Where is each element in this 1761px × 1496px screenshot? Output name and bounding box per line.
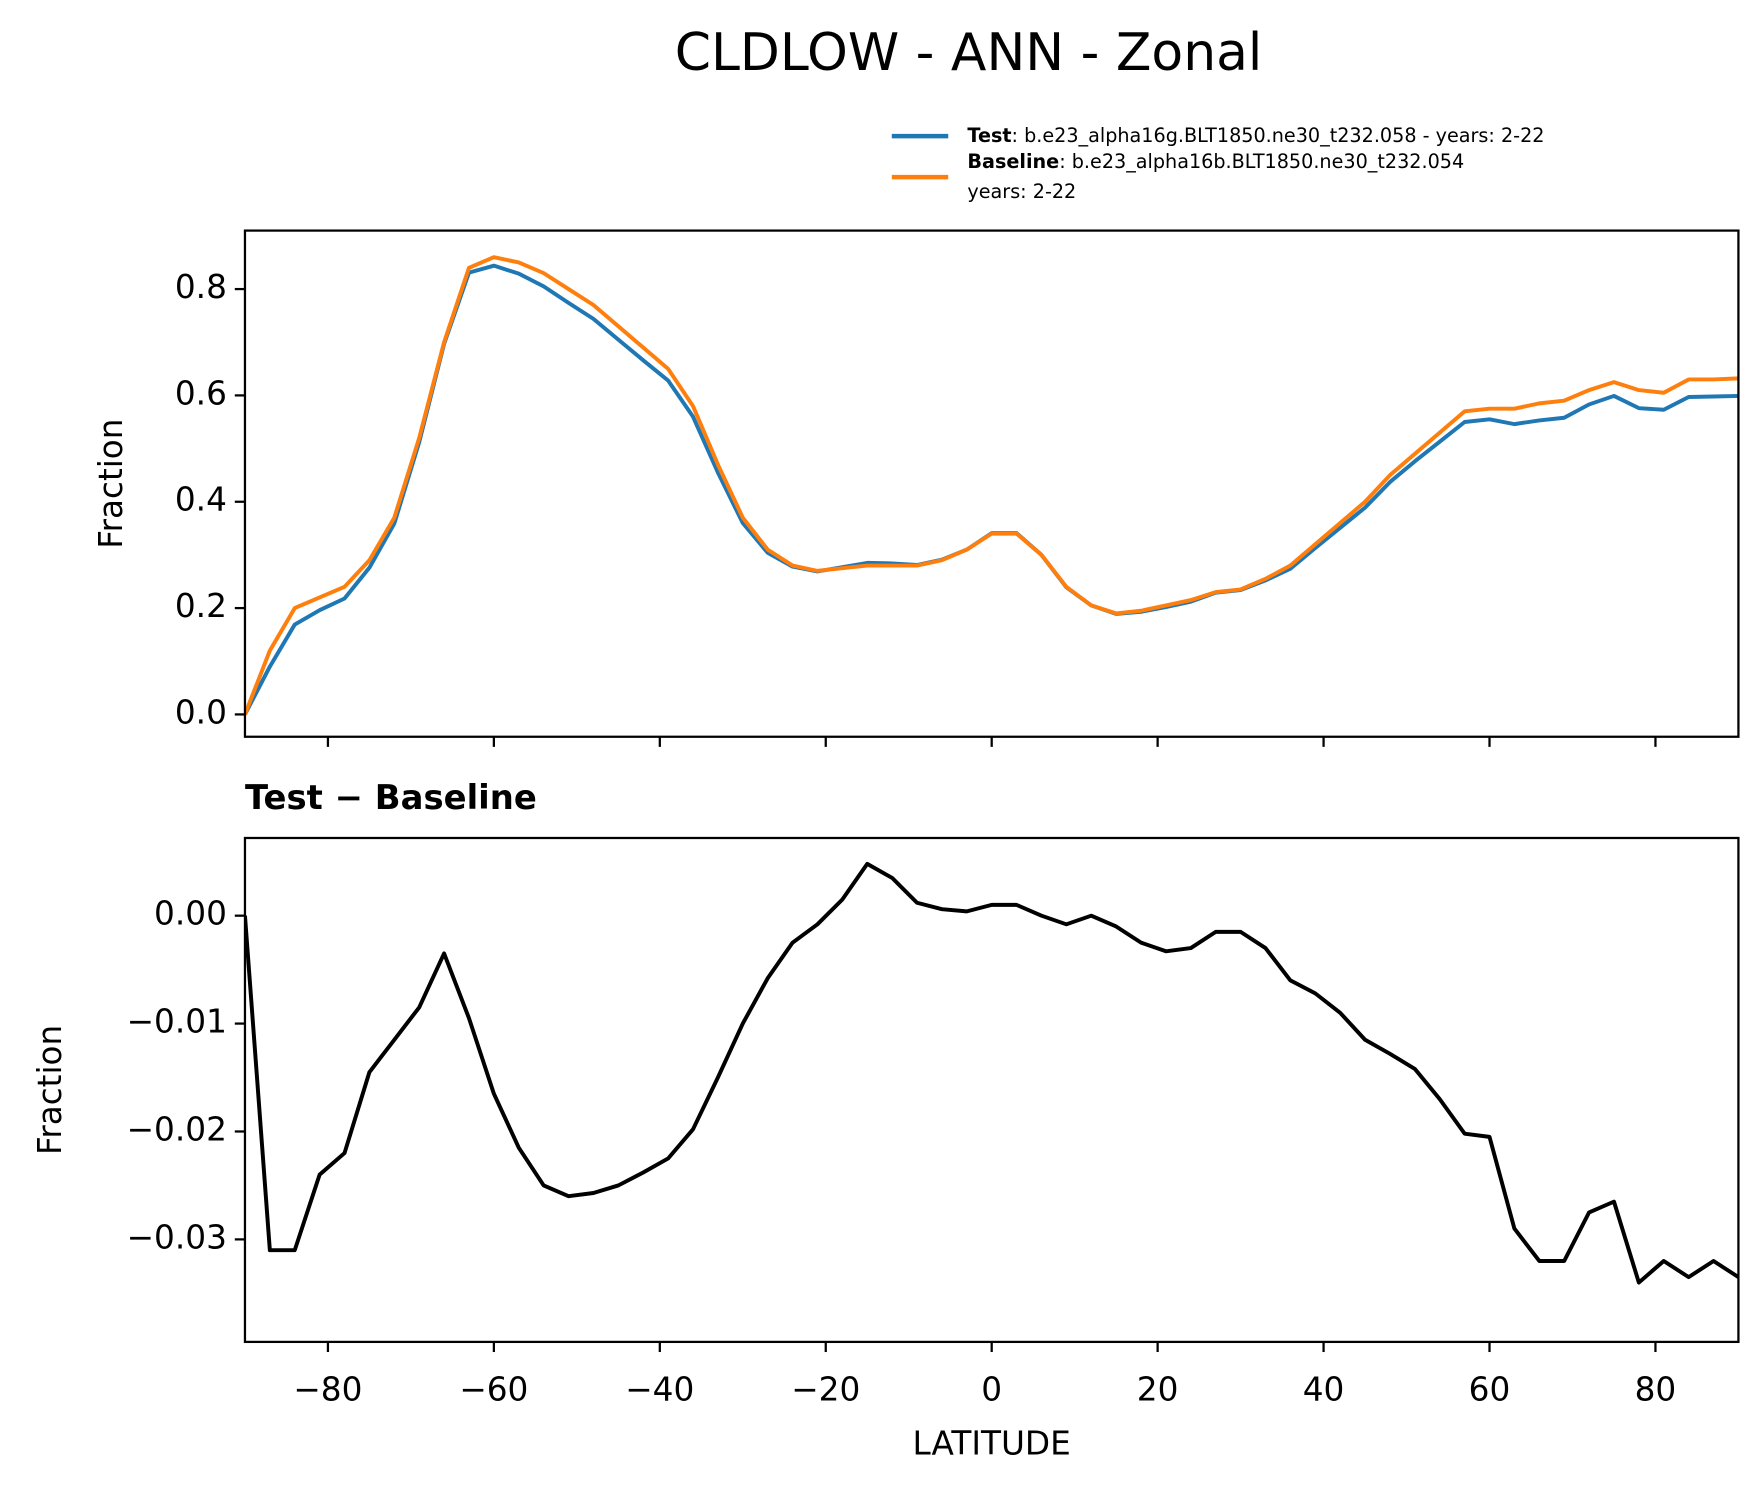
x-tick-label: 0 (981, 1370, 1002, 1408)
legend-label: years: 2-22 (967, 180, 1076, 203)
y-tick-label: 0.00 (154, 895, 227, 933)
y-tick-label: −0.03 (127, 1218, 227, 1256)
data-line (244, 255, 1739, 716)
x-tick-label: −20 (791, 1370, 860, 1408)
figure-title: CLDLOW - ANN - Zonal (675, 23, 1263, 83)
x-axis-label: LATITUDE (913, 1424, 1071, 1462)
x-tick-label: 80 (1635, 1370, 1677, 1408)
y-tick-label: 0.4 (175, 481, 227, 519)
x-tick-label: 40 (1303, 1370, 1345, 1408)
legend-label: Baseline: b.e23_alpha16b.BLT1850.ne30_t2… (967, 149, 1464, 172)
y-axis-label: Fraction (31, 1025, 69, 1155)
axes-title: Test − Baseline (245, 778, 537, 817)
x-tick-label: 60 (1469, 1370, 1511, 1408)
legend-text: : b.e23_alpha16b.BLT1850.ne30_t232.054 (1059, 149, 1464, 172)
y-tick-label: −0.01 (127, 1003, 227, 1041)
x-tick-label: 20 (1137, 1370, 1179, 1408)
data-line (244, 861, 1739, 1285)
legend-label: Test: b.e23_alpha16g.BLT1850.ne30_t232.0… (967, 124, 1544, 147)
y-tick-label: 0.2 (175, 587, 227, 625)
y-tick-label: 0.0 (175, 693, 227, 731)
y-tick-label: 0.8 (175, 268, 227, 306)
y-tick-label: 0.6 (175, 374, 227, 412)
x-tick-label: −40 (625, 1370, 694, 1408)
x-tick-label: −80 (293, 1370, 362, 1408)
legend-name: Test (967, 124, 1011, 147)
legend-text: : b.e23_alpha16g.BLT1850.ne30_t232.058 -… (1012, 124, 1545, 147)
x-tick-label: −60 (459, 1370, 528, 1408)
y-tick-label: −0.02 (127, 1111, 227, 1149)
y-axis-label: Fraction (92, 419, 130, 549)
legend-name: Baseline (967, 149, 1059, 172)
